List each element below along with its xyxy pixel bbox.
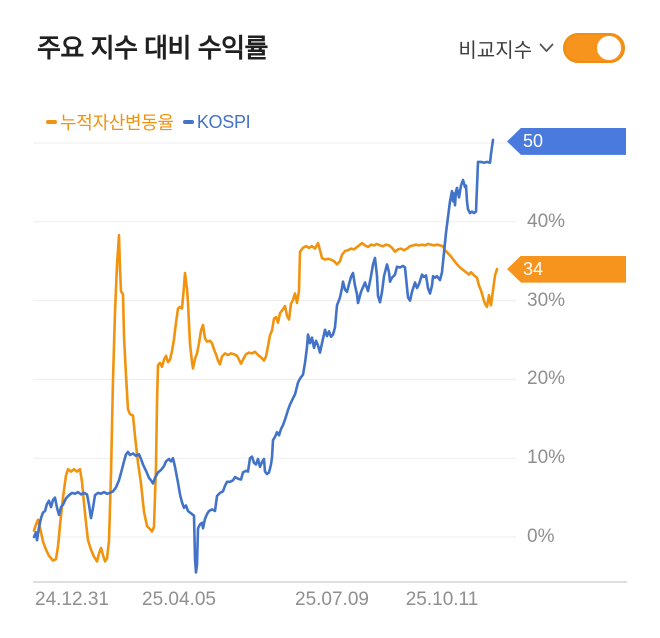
compare-index-dropdown[interactable]: 비교지수	[458, 34, 554, 63]
compare-index-control: 비교지수	[458, 33, 625, 63]
legend-marker-orange	[46, 120, 57, 124]
x-tick-label: 25.10.11	[405, 589, 479, 610]
series-line-kospi	[32, 138, 495, 574]
y-tick-label: 10%	[527, 447, 566, 469]
x-tick-label: 25.07.09	[295, 589, 369, 610]
page-title: 주요 지수 대비 수익률	[37, 33, 268, 63]
legend-item-kospi[interactable]: KOSPI	[182, 111, 251, 133]
toggle-knob	[597, 36, 621, 60]
x-tick-label: 24.12.31	[35, 589, 109, 610]
chevron-down-icon	[539, 43, 554, 53]
y-tick-label: 40%	[527, 210, 566, 232]
asset-value-badge: 34	[507, 255, 626, 283]
y-tick-label: 0%	[527, 526, 555, 547]
y-tick-label: 20%	[527, 368, 566, 390]
compare-index-label: 비교지수	[458, 39, 532, 62]
series-line-cumulative-asset-change	[32, 233, 499, 563]
legend-marker-blue	[182, 120, 194, 124]
legend-label: 누적자산변동율	[60, 113, 174, 133]
kospi-value-badge: 50	[507, 127, 626, 155]
chart-legend: 누적자산변동율 KOSPI	[46, 109, 251, 135]
x-tick-label: 25.04.05	[142, 589, 216, 610]
compare-index-toggle[interactable]	[563, 33, 625, 63]
legend-item-cumulative-asset-change[interactable]: 누적자산변동율	[46, 109, 174, 135]
y-tick-label: 30%	[527, 289, 566, 311]
legend-label: KOSPI	[196, 111, 251, 132]
